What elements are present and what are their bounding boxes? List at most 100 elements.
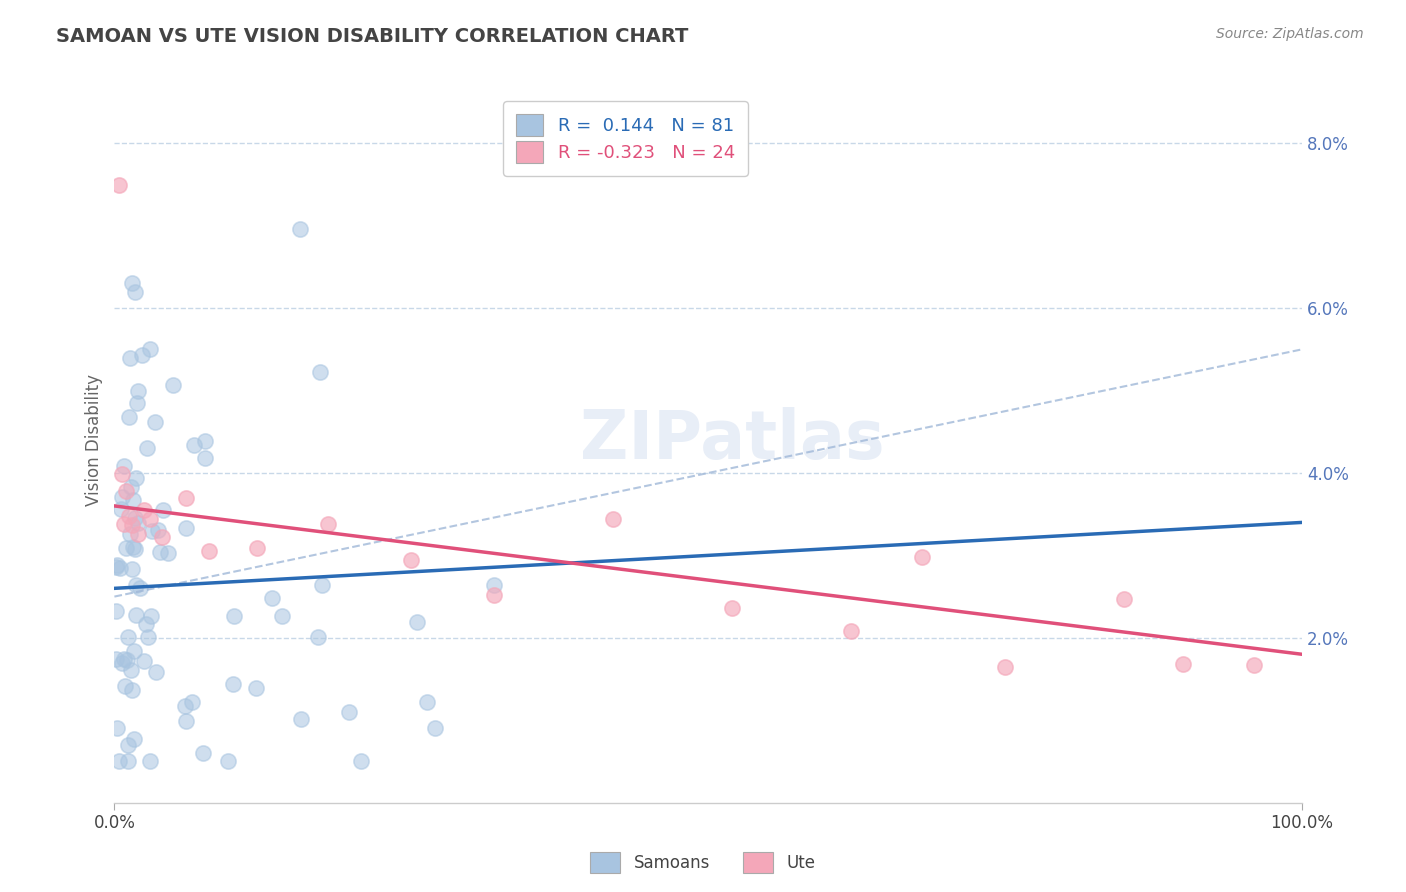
Point	[173, 698, 195, 713]
Point	[110, 467, 132, 481]
Point	[221, 677, 243, 691]
Point	[183, 438, 205, 452]
Point	[181, 695, 204, 709]
Point	[134, 654, 156, 668]
Point	[121, 517, 143, 532]
Point	[120, 480, 142, 494]
Text: SAMOAN VS UTE VISION DISABILITY CORRELATION CHART: SAMOAN VS UTE VISION DISABILITY CORRELAT…	[56, 27, 689, 45]
Point	[105, 604, 128, 618]
Text: Source: ZipAtlas.com: Source: ZipAtlas.com	[1216, 27, 1364, 41]
Point	[124, 511, 146, 525]
Text: ZIPatlas: ZIPatlas	[579, 407, 884, 473]
Legend: Samoans, Ute: Samoans, Ute	[583, 846, 823, 880]
Point	[484, 588, 506, 602]
Point	[121, 492, 143, 507]
Point	[127, 384, 149, 398]
Point	[127, 396, 149, 410]
Point	[148, 545, 170, 559]
Point	[309, 365, 332, 379]
Point	[110, 561, 132, 575]
Point	[602, 512, 624, 526]
Point	[114, 541, 136, 555]
Point	[224, 608, 246, 623]
Point	[246, 541, 269, 556]
Point	[115, 483, 138, 498]
Point	[125, 471, 148, 485]
Point	[118, 508, 141, 523]
Point	[131, 348, 153, 362]
Point	[104, 559, 127, 574]
Point	[124, 542, 146, 557]
Point	[135, 616, 157, 631]
Y-axis label: Vision Disability: Vision Disability	[86, 374, 103, 506]
Point	[416, 695, 439, 709]
Point	[193, 746, 215, 760]
Point	[120, 526, 142, 541]
Point	[194, 451, 217, 466]
Point	[124, 285, 146, 299]
Point	[121, 277, 143, 291]
Point	[721, 600, 744, 615]
Point	[316, 517, 339, 532]
Point	[112, 459, 135, 474]
Point	[107, 755, 129, 769]
Point	[198, 543, 221, 558]
Legend: R =  0.144   N = 81, R = -0.323   N = 24: R = 0.144 N = 81, R = -0.323 N = 24	[503, 101, 748, 176]
Point	[122, 540, 145, 554]
Point	[110, 656, 132, 670]
Point	[174, 521, 197, 535]
Point	[122, 643, 145, 657]
Point	[112, 516, 135, 531]
Point	[127, 526, 149, 541]
Point	[139, 343, 162, 357]
Point	[162, 377, 184, 392]
Point	[114, 679, 136, 693]
Point	[125, 578, 148, 592]
Point	[146, 523, 169, 537]
Point	[136, 441, 159, 455]
Point	[217, 755, 239, 769]
Point	[839, 624, 862, 638]
Point	[425, 721, 447, 735]
Point	[288, 222, 311, 236]
Point	[1112, 592, 1135, 607]
Point	[143, 415, 166, 429]
Point	[128, 581, 150, 595]
Point	[350, 755, 373, 769]
Point	[104, 652, 127, 666]
Point	[145, 665, 167, 680]
Point	[120, 663, 142, 677]
Point	[111, 490, 134, 504]
Point	[194, 434, 217, 448]
Point	[125, 607, 148, 622]
Point	[174, 491, 197, 506]
Point	[117, 755, 139, 769]
Point	[136, 630, 159, 644]
Point	[174, 714, 197, 728]
Point	[120, 351, 142, 365]
Point	[127, 516, 149, 530]
Point	[911, 550, 934, 565]
Point	[139, 609, 162, 624]
Point	[311, 578, 333, 592]
Point	[152, 503, 174, 517]
Point	[260, 591, 283, 606]
Point	[108, 178, 131, 192]
Point	[271, 609, 294, 624]
Point	[112, 652, 135, 666]
Point	[290, 712, 312, 726]
Point	[110, 502, 132, 516]
Point	[121, 682, 143, 697]
Point	[484, 578, 506, 592]
Point	[117, 653, 139, 667]
Point	[117, 630, 139, 644]
Point	[406, 615, 429, 630]
Point	[124, 731, 146, 746]
Point	[117, 738, 139, 752]
Point	[121, 561, 143, 575]
Point	[139, 755, 162, 769]
Point	[1173, 657, 1195, 672]
Point	[994, 659, 1017, 673]
Point	[132, 502, 155, 516]
Point	[105, 721, 128, 735]
